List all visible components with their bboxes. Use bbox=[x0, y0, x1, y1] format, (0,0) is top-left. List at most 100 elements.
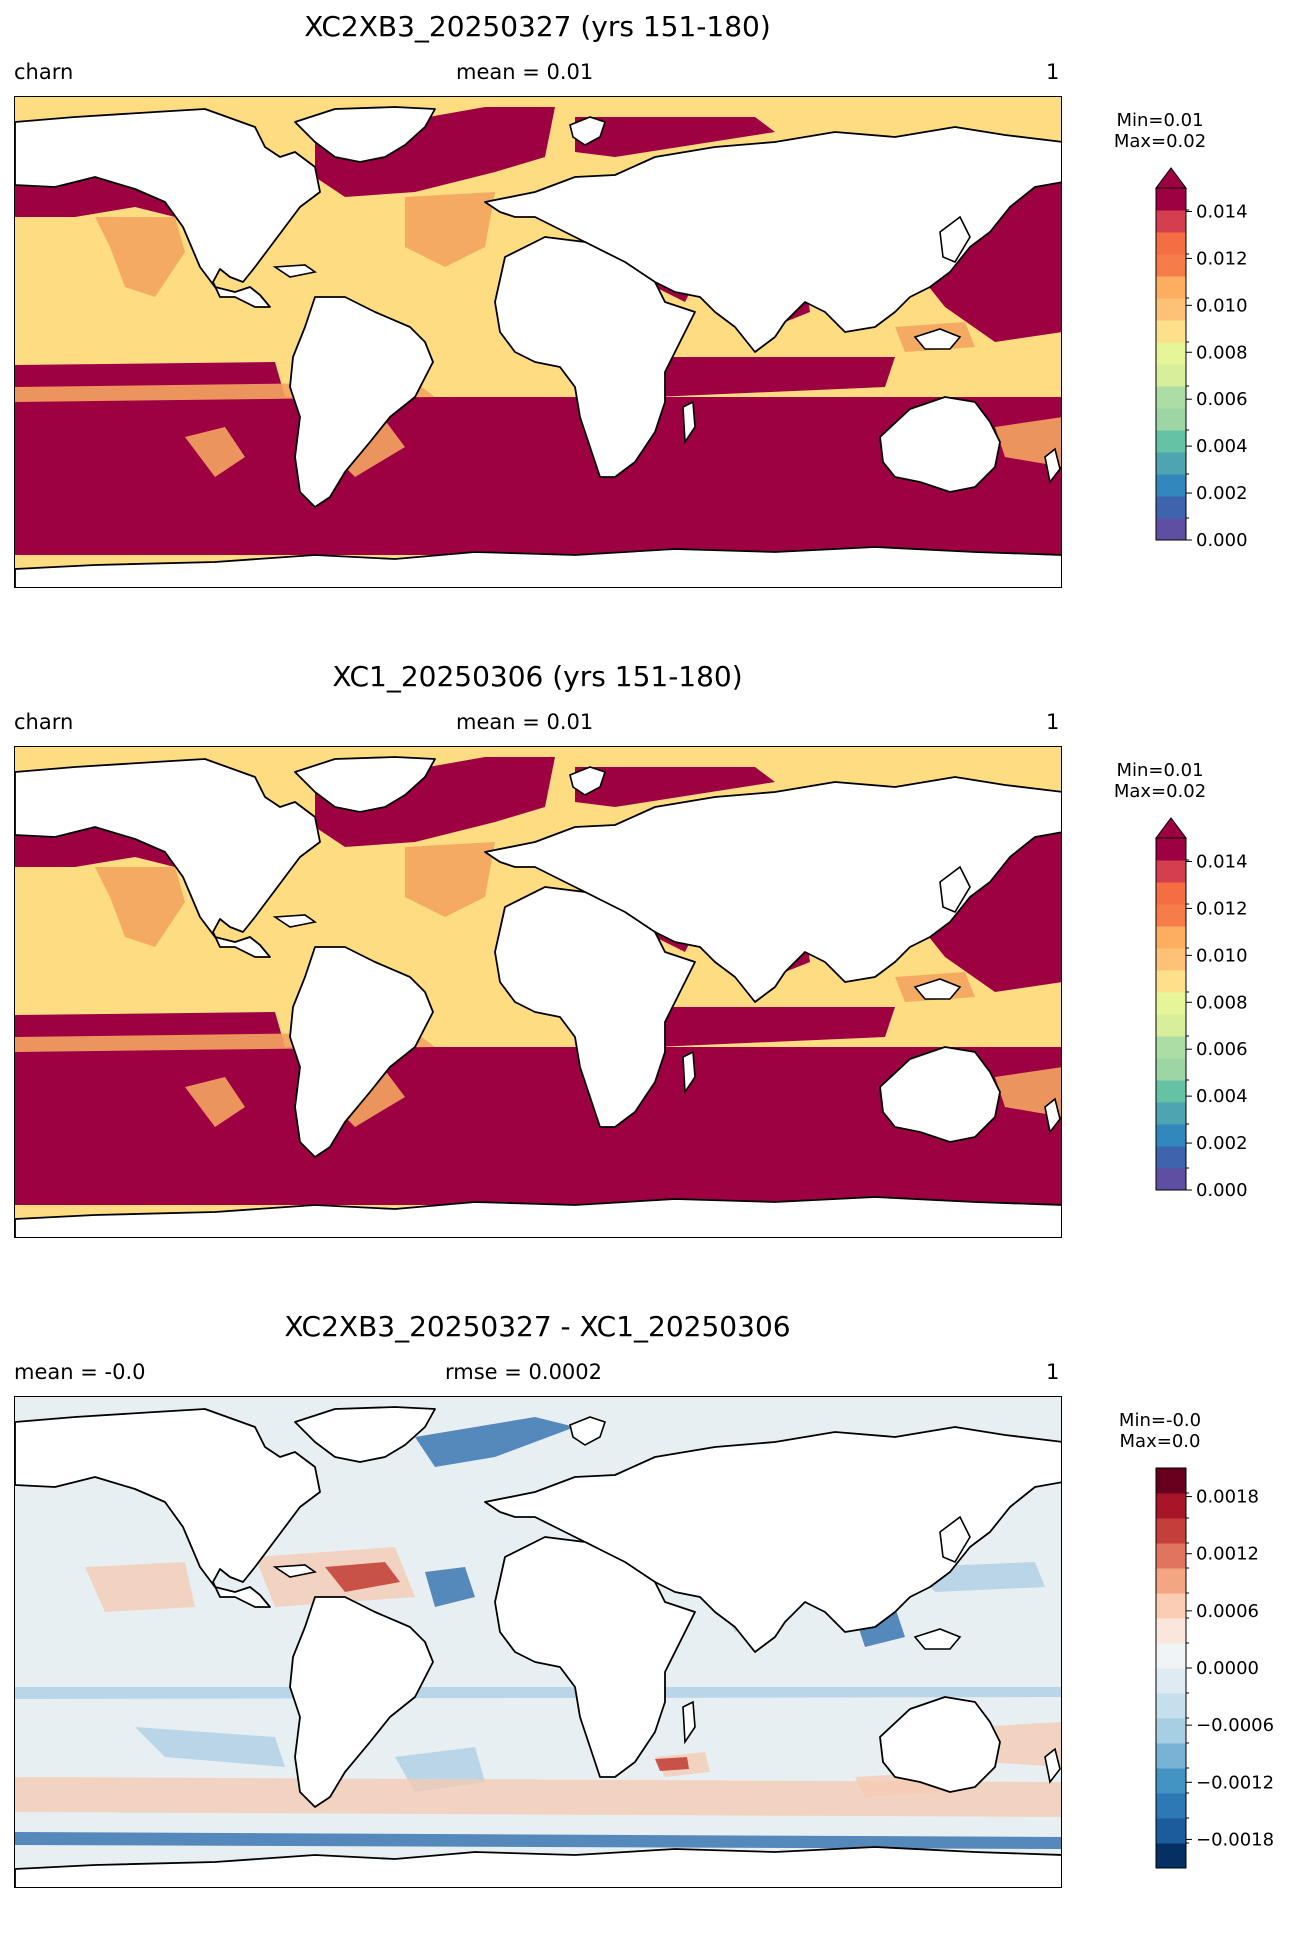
colorbar-segment bbox=[1156, 1593, 1186, 1619]
colorbar-segment bbox=[1156, 1102, 1186, 1125]
mean-label: mean = -0.0 bbox=[14, 1360, 146, 1384]
colorbar-segment bbox=[1156, 948, 1186, 971]
panel-title: XC2XB3_20250327 - XC1_20250306 bbox=[284, 1310, 791, 1343]
strong-negative-diff-region bbox=[415, 1417, 575, 1467]
colorbar-segment bbox=[1156, 1643, 1186, 1669]
colorbar-segment bbox=[1156, 926, 1186, 949]
strong-positive-diff-region bbox=[325, 1562, 400, 1592]
colorbar-segment bbox=[1156, 210, 1186, 233]
mid-charn-region bbox=[95, 867, 185, 947]
mid-charn-region bbox=[405, 192, 495, 267]
island bbox=[272, 264, 317, 278]
max-text: Max=0.02 bbox=[1113, 781, 1207, 802]
panel-title: XC1_20250306 (yrs 151-180) bbox=[332, 660, 743, 693]
min-max-stats: Min=0.01 Max=0.02 bbox=[1090, 760, 1230, 802]
panel-3: XC2XB3_20250327 - XC1_20250306 mean = -0… bbox=[0, 1300, 1297, 1939]
land-mass bbox=[879, 396, 1001, 493]
mean-label: mean = 0.01 bbox=[456, 710, 594, 734]
colorbar-tick-label: 0.014 bbox=[1196, 851, 1248, 872]
colorbar-segment bbox=[1156, 904, 1186, 927]
island bbox=[913, 1628, 962, 1650]
land-mass bbox=[494, 886, 696, 1128]
units-label: 1 bbox=[1046, 60, 1060, 84]
colorbar-segment bbox=[1156, 882, 1186, 905]
colorbar-segment bbox=[1156, 1568, 1186, 1594]
colorbar-segment bbox=[1156, 1058, 1186, 1081]
colorbar-segment bbox=[1156, 364, 1186, 387]
island bbox=[682, 1700, 696, 1745]
high-charn-region bbox=[655, 1077, 725, 1127]
mid-charn-region bbox=[995, 1067, 1061, 1117]
colorbar: 0.0018 0.0012 0.0006 0.0000 −0.0006 −0.0012 −0… bbox=[1130, 1458, 1290, 1882]
colorbar-tick-label: 0.014 bbox=[1196, 201, 1248, 222]
high-charn-region bbox=[575, 117, 775, 157]
land-mass bbox=[494, 1536, 696, 1778]
map-plot bbox=[14, 96, 1062, 588]
mid-charn-region bbox=[185, 427, 245, 477]
high-charn-region bbox=[435, 1062, 555, 1107]
high-charn-region bbox=[655, 427, 725, 477]
colorbar-tick-label: 0.004 bbox=[1196, 436, 1248, 457]
island bbox=[939, 215, 971, 264]
colorbar-segment bbox=[1156, 188, 1186, 211]
colorbar-segment bbox=[1156, 276, 1186, 299]
high-charn-region bbox=[625, 357, 895, 397]
island bbox=[569, 766, 607, 796]
colorbar-segment bbox=[1156, 320, 1186, 343]
land-mass bbox=[879, 1696, 1001, 1793]
high-charn-region bbox=[625, 1007, 895, 1047]
colorbar-segment bbox=[1156, 430, 1186, 453]
island bbox=[1044, 1097, 1061, 1134]
mid-charn-region bbox=[405, 842, 495, 917]
colorbar-tick-label: 0.000 bbox=[1196, 530, 1248, 551]
island bbox=[1044, 447, 1061, 484]
land-mass bbox=[15, 1196, 1061, 1237]
colorbar-segment bbox=[1156, 298, 1186, 321]
strong-positive-diff-region bbox=[655, 1757, 689, 1771]
land-mass bbox=[294, 1406, 436, 1463]
colorbar-tick-label: 0.008 bbox=[1196, 992, 1248, 1013]
land-mass bbox=[289, 296, 434, 508]
min-max-stats: Min=-0.0 Max=0.0 bbox=[1090, 1410, 1230, 1452]
colorbar-segment bbox=[1156, 232, 1186, 255]
island bbox=[272, 914, 317, 928]
island bbox=[1044, 1747, 1061, 1784]
colorbar-segment bbox=[1156, 1493, 1186, 1519]
land-mass bbox=[294, 106, 436, 163]
land-mass bbox=[15, 108, 321, 308]
panel-2: XC1_20250306 (yrs 151-180) charn mean = … bbox=[0, 650, 1297, 1290]
mid-charn-region bbox=[95, 217, 185, 297]
colorbar-segment bbox=[1156, 970, 1186, 993]
colorbar-segment bbox=[1156, 1668, 1186, 1694]
colorbar-tick-label: −0.0012 bbox=[1196, 1772, 1274, 1793]
mid-charn-region bbox=[185, 1077, 245, 1127]
min-text: Min=0.01 bbox=[1116, 110, 1204, 131]
colorbar-tick-label: 0.000 bbox=[1196, 1180, 1248, 1201]
units-label: 1 bbox=[1046, 1360, 1060, 1384]
island bbox=[939, 865, 971, 914]
island bbox=[939, 1515, 971, 1564]
colorbar-tick-label: 0.0012 bbox=[1196, 1544, 1259, 1565]
colorbar-tick-label: 0.006 bbox=[1196, 1039, 1248, 1060]
colorbar-segment bbox=[1156, 1036, 1186, 1059]
colorbar-segment bbox=[1156, 1793, 1186, 1819]
colorbar-tick-label: 0.008 bbox=[1196, 342, 1248, 363]
colorbar-tick-label: 0.0000 bbox=[1196, 1658, 1259, 1679]
island bbox=[272, 1564, 317, 1578]
colorbar-segment bbox=[1156, 1014, 1186, 1037]
positive-diff-region bbox=[85, 1562, 195, 1612]
colorbar-extend-arrow bbox=[1155, 167, 1187, 189]
colorbar-segment bbox=[1156, 1768, 1186, 1794]
units-label: 1 bbox=[1046, 710, 1060, 734]
high-charn-region bbox=[575, 767, 775, 807]
map-plot bbox=[14, 746, 1062, 1238]
colorbar-segment bbox=[1156, 474, 1186, 497]
high-charn-region bbox=[435, 412, 555, 457]
negative-diff-region bbox=[135, 1727, 285, 1767]
colorbar-segment bbox=[1156, 860, 1186, 883]
colorbar-segment bbox=[1156, 1168, 1186, 1191]
colorbar-tick-label: 0.012 bbox=[1196, 898, 1248, 919]
land-mass bbox=[289, 946, 434, 1158]
land-mass bbox=[15, 546, 1061, 587]
colorbar-segment bbox=[1156, 1518, 1186, 1544]
